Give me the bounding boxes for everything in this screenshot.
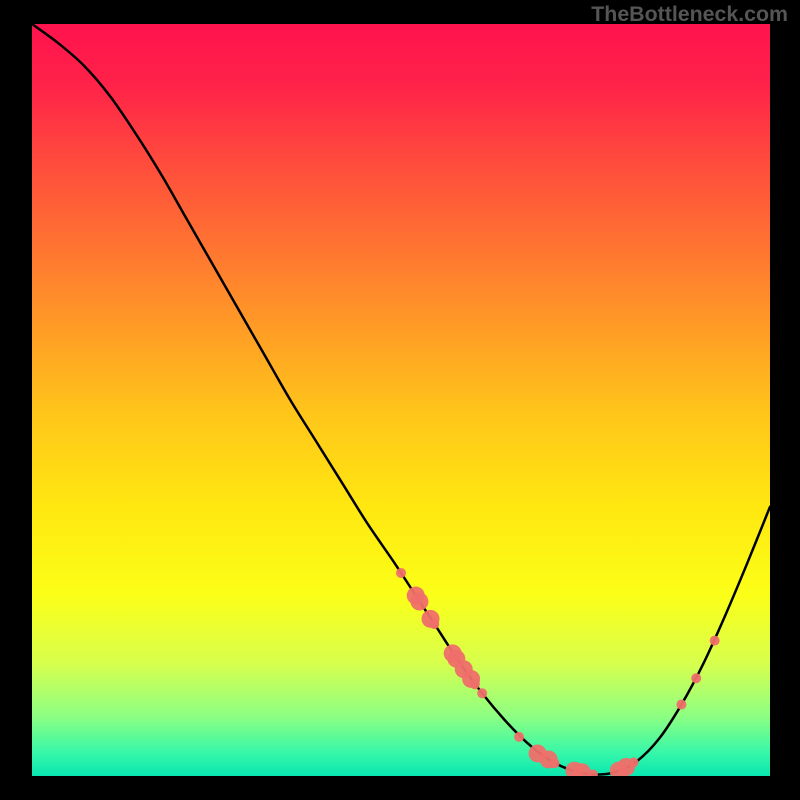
data-marker	[691, 673, 701, 683]
gradient-background	[32, 24, 770, 776]
data-marker	[429, 619, 439, 629]
data-marker	[628, 757, 638, 767]
data-marker	[710, 636, 720, 646]
data-marker	[396, 568, 406, 578]
data-marker	[550, 758, 560, 768]
data-marker	[410, 593, 428, 611]
chart-stage: TheBottleneck.com	[0, 0, 800, 800]
data-marker	[477, 688, 487, 698]
bottleneck-chart	[32, 24, 770, 776]
data-marker	[470, 679, 480, 689]
data-marker	[676, 700, 686, 710]
data-marker	[514, 732, 524, 742]
